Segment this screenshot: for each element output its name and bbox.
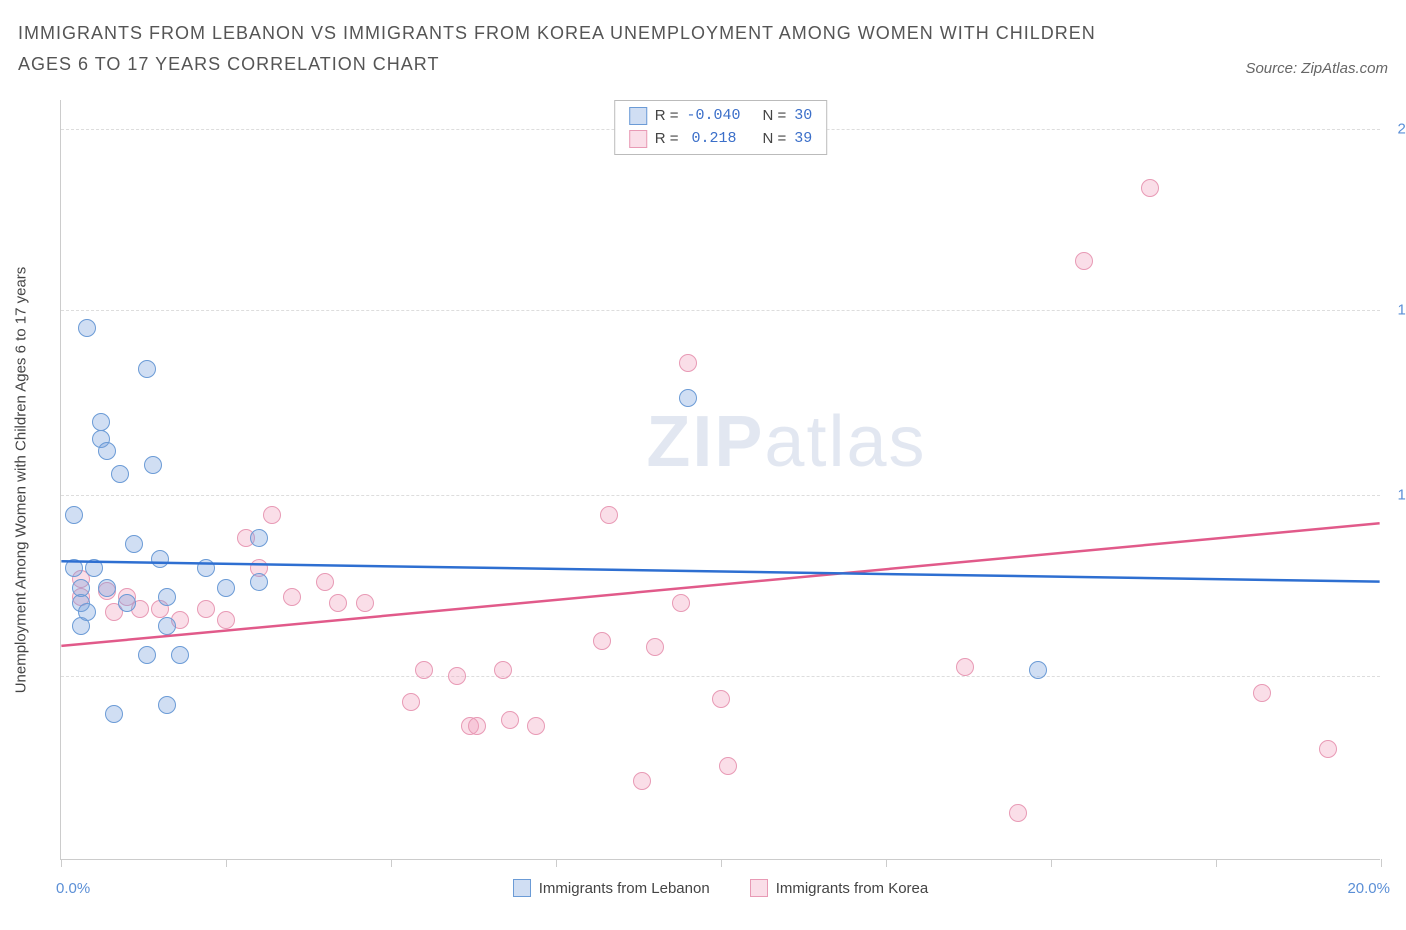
- data-point-korea: [217, 611, 235, 629]
- data-point-lebanon: [118, 594, 136, 612]
- swatch-lebanon: [629, 107, 647, 125]
- data-point-lebanon: [85, 559, 103, 577]
- stats-row-korea: R = 0.218 N = 39: [629, 128, 813, 151]
- data-point-lebanon: [65, 506, 83, 524]
- data-point-lebanon: [78, 603, 96, 621]
- data-point-korea: [646, 638, 664, 656]
- data-point-lebanon: [197, 559, 215, 577]
- x-tick: [556, 859, 557, 867]
- x-tick: [1216, 859, 1217, 867]
- data-point-korea: [448, 667, 466, 685]
- data-point-lebanon: [98, 579, 116, 597]
- data-point-lebanon: [679, 389, 697, 407]
- data-point-lebanon: [72, 579, 90, 597]
- data-point-lebanon: [105, 705, 123, 723]
- y-tick-label: 12.5%: [1385, 486, 1406, 503]
- stats-row-lebanon: R = -0.040 N = 30: [629, 105, 813, 128]
- data-point-lebanon: [65, 559, 83, 577]
- data-point-lebanon: [217, 579, 235, 597]
- source-attribution: Source: ZipAtlas.com: [1245, 60, 1388, 77]
- swatch-korea-icon: [750, 879, 768, 897]
- stats-legend: R = -0.040 N = 30 R = 0.218 N = 39: [614, 100, 828, 155]
- data-point-lebanon: [171, 646, 189, 664]
- data-point-lebanon: [125, 535, 143, 553]
- data-point-korea: [501, 711, 519, 729]
- swatch-korea: [629, 130, 647, 148]
- data-point-lebanon: [158, 696, 176, 714]
- data-point-korea: [494, 661, 512, 679]
- data-point-lebanon: [158, 617, 176, 635]
- data-point-korea: [197, 600, 215, 618]
- swatch-lebanon-icon: [513, 879, 531, 897]
- data-point-korea: [316, 573, 334, 591]
- trend-lines: [61, 100, 1380, 859]
- data-point-lebanon: [158, 588, 176, 606]
- y-tick-label: 6.3%: [1385, 667, 1406, 684]
- data-point-korea: [672, 594, 690, 612]
- x-tick: [1381, 859, 1382, 867]
- data-point-lebanon: [1029, 661, 1047, 679]
- data-point-korea: [712, 690, 730, 708]
- data-point-lebanon: [98, 442, 116, 460]
- chart-plot-area: Unemployment Among Women with Children A…: [60, 100, 1380, 860]
- data-point-korea: [600, 506, 618, 524]
- data-point-korea: [402, 693, 420, 711]
- data-point-korea: [356, 594, 374, 612]
- data-point-korea: [468, 717, 486, 735]
- data-point-korea: [527, 717, 545, 735]
- legend-item-korea: Immigrants from Korea: [750, 879, 929, 897]
- data-point-korea: [719, 757, 737, 775]
- data-point-lebanon: [138, 646, 156, 664]
- y-tick-label: 25.0%: [1385, 121, 1406, 138]
- data-point-korea: [283, 588, 301, 606]
- data-point-korea: [415, 661, 433, 679]
- x-tick: [391, 859, 392, 867]
- data-point-korea: [1075, 252, 1093, 270]
- data-point-korea: [1141, 179, 1159, 197]
- data-point-korea: [633, 772, 651, 790]
- y-axis-title: Unemployment Among Women with Children A…: [13, 266, 30, 693]
- gridline: [61, 310, 1380, 311]
- gridline: [61, 495, 1380, 496]
- x-tick: [226, 859, 227, 867]
- data-point-korea: [263, 506, 281, 524]
- x-tick: [1051, 859, 1052, 867]
- data-point-lebanon: [151, 550, 169, 568]
- x-tick: [886, 859, 887, 867]
- data-point-lebanon: [111, 465, 129, 483]
- gridline: [61, 676, 1380, 677]
- series-legend: Immigrants from Lebanon Immigrants from …: [61, 879, 1380, 897]
- y-tick-label: 18.8%: [1385, 302, 1406, 319]
- data-point-korea: [329, 594, 347, 612]
- data-point-lebanon: [78, 319, 96, 337]
- x-tick: [61, 859, 62, 867]
- data-point-lebanon: [250, 529, 268, 547]
- data-point-korea: [1319, 740, 1337, 758]
- data-point-korea: [679, 354, 697, 372]
- chart-title: IMMIGRANTS FROM LEBANON VS IMMIGRANTS FR…: [18, 18, 1128, 79]
- data-point-lebanon: [144, 456, 162, 474]
- data-point-korea: [593, 632, 611, 650]
- data-point-lebanon: [250, 573, 268, 591]
- legend-item-lebanon: Immigrants from Lebanon: [513, 879, 710, 897]
- watermark: ZIPatlas: [646, 401, 926, 483]
- data-point-lebanon: [92, 413, 110, 431]
- data-point-korea: [1253, 684, 1271, 702]
- data-point-lebanon: [138, 360, 156, 378]
- x-axis-max-label: 20.0%: [1347, 880, 1390, 897]
- data-point-korea: [956, 658, 974, 676]
- data-point-korea: [1009, 804, 1027, 822]
- x-tick: [721, 859, 722, 867]
- x-axis-min-label: 0.0%: [56, 880, 90, 897]
